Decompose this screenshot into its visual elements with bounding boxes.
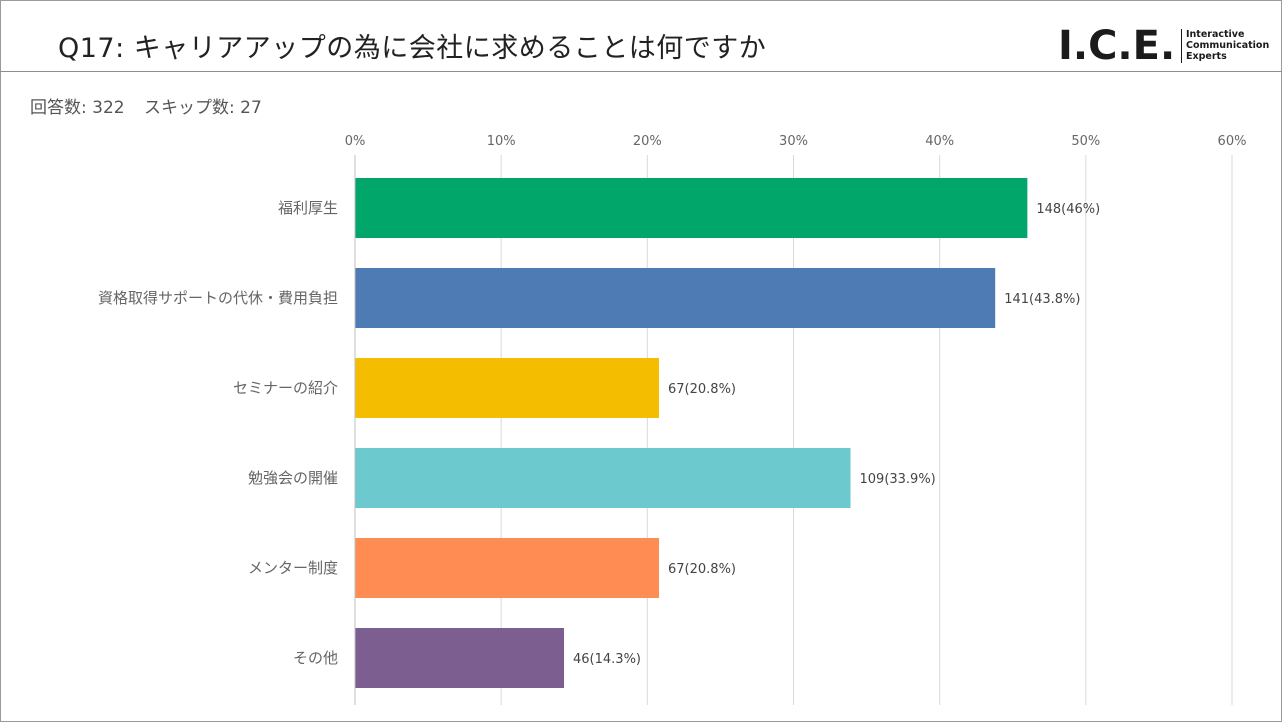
x-tick-label: 30% [779,134,808,149]
logo-tagline-line1: Interactive [1186,29,1245,40]
logo-wordmark: I.C.E. [1058,23,1176,69]
x-tick-label: 0% [345,134,366,149]
bar [355,538,660,598]
header-divider [0,71,1282,72]
category-label: 福利厚生 [278,199,338,217]
x-tick-label: 10% [487,134,516,149]
x-tick-label: 40% [925,134,954,149]
logo-divider [1181,29,1182,63]
data-label: 46(14.3%) [573,652,641,667]
data-label: 67(20.8%) [668,382,736,397]
logo-tagline: Interactive Communication Experts [1186,29,1269,62]
bar [355,358,660,418]
bar [355,628,565,688]
category-label: メンター制度 [248,559,338,577]
data-label: 148(46%) [1036,202,1100,217]
bar [355,268,996,328]
bar [355,178,1028,238]
category-label: 勉強会の開催 [248,469,338,487]
category-label: 資格取得サポートの代休・費用負担 [98,289,338,307]
data-label: 109(33.9%) [860,472,936,487]
bar [355,448,851,508]
response-stats: 回答数: 322 スキップ数: 27 [30,93,276,118]
response-count: 回答数: 322 [30,98,125,118]
category-label: セミナーの紹介 [233,379,338,397]
x-tick-label: 60% [1218,134,1247,149]
skip-count: スキップ数: 27 [144,98,262,118]
data-label: 67(20.8%) [668,562,736,577]
x-tick-label: 20% [633,134,662,149]
page-title: Q17: キャリアアップの為に会社に求めることは何ですか [58,33,767,64]
x-tick-label: 50% [1071,134,1100,149]
category-label: その他 [293,649,338,667]
logo-tagline-line3: Experts [1186,51,1227,62]
logo-tagline-line2: Communication [1186,40,1270,51]
data-label: 141(43.8%) [1004,292,1080,307]
